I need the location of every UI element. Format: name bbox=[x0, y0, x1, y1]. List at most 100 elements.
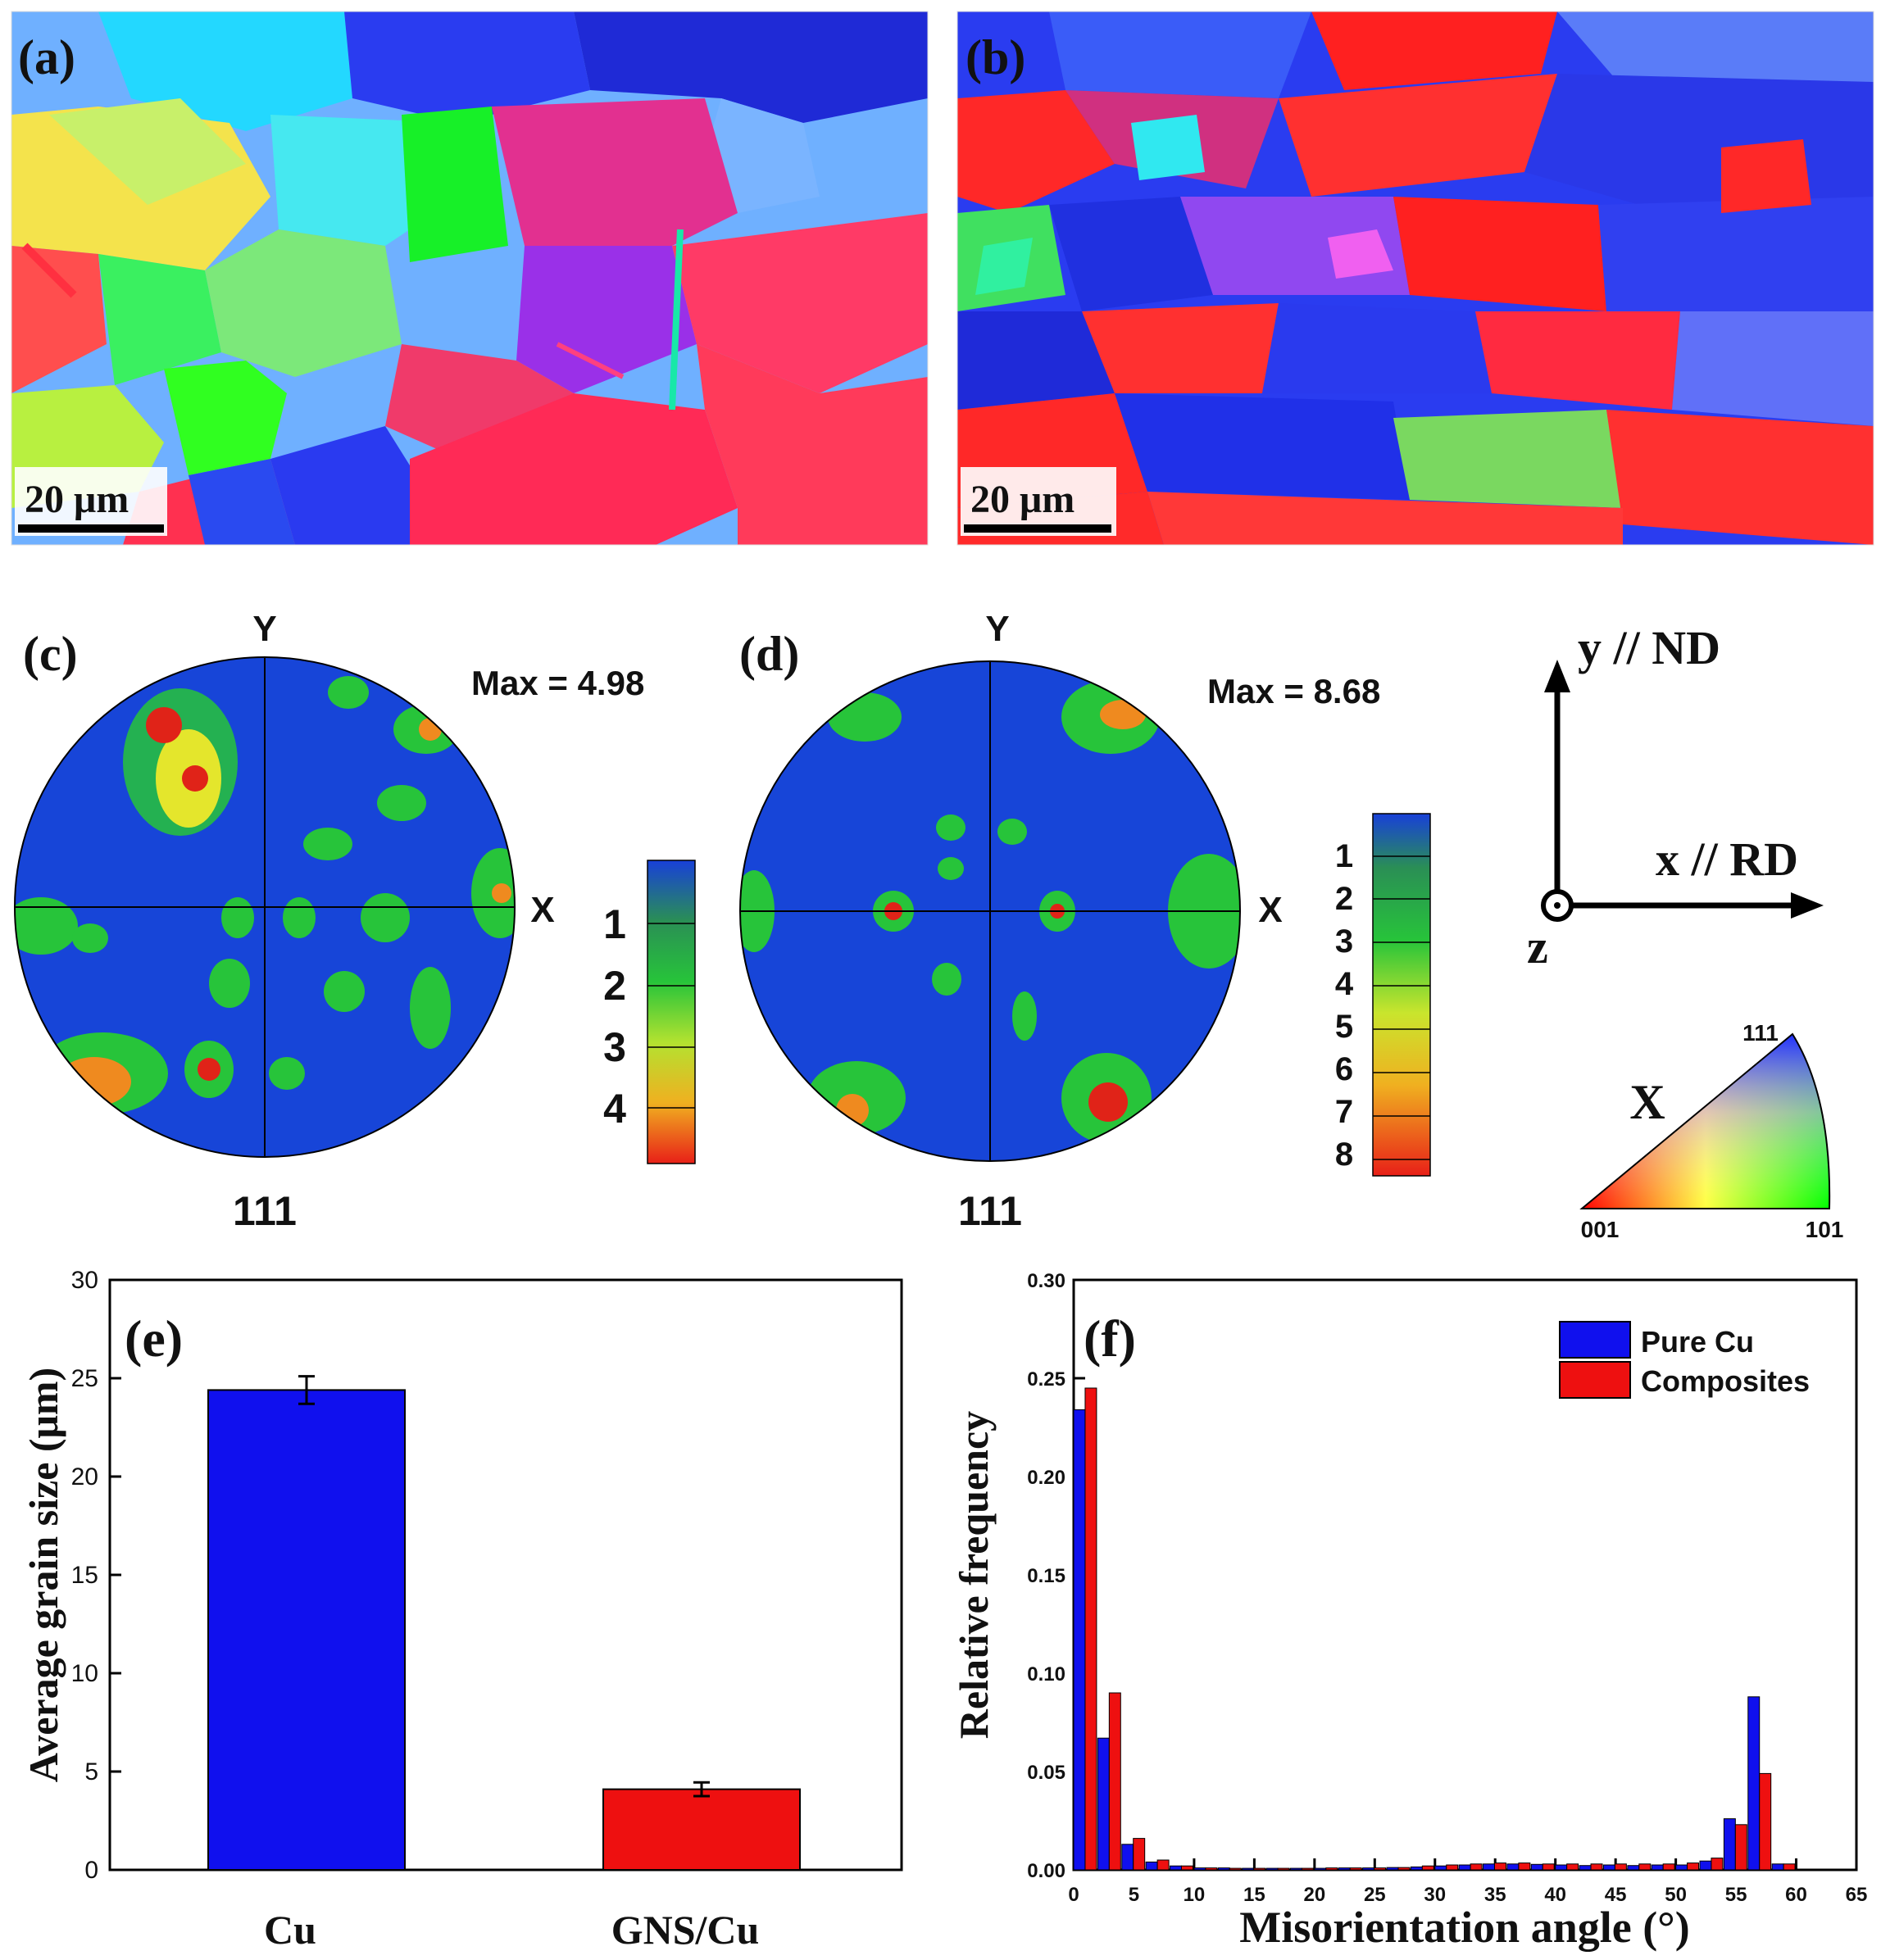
chart-f-bar bbox=[1325, 1867, 1338, 1871]
pf-c-legend-tick: 4 bbox=[603, 1086, 626, 1132]
chart-f-ytick-label: 0.25 bbox=[1027, 1368, 1065, 1391]
scale-bar-a bbox=[18, 524, 164, 533]
chart-e-ytick-label: 5 bbox=[84, 1758, 98, 1785]
chart-f-bar bbox=[1590, 1863, 1603, 1871]
chart-f-xtick-label: 30 bbox=[1424, 1884, 1446, 1906]
chart-f-ytick-label: 0.15 bbox=[1027, 1565, 1065, 1587]
chart-f-bar bbox=[1699, 1860, 1712, 1871]
ipf-corner-111: 111 bbox=[1742, 1020, 1779, 1046]
pf-d-axis-x: X bbox=[1258, 890, 1282, 930]
chart-f-bar bbox=[1687, 1862, 1700, 1871]
chart-f-bar bbox=[1301, 1867, 1314, 1871]
panel-label-b: (b) bbox=[965, 30, 1025, 84]
ipf-color-key: X 001 101 111 bbox=[1579, 1020, 1844, 1242]
chart-f-bar bbox=[1180, 1865, 1193, 1871]
chart-f-bar bbox=[1349, 1867, 1362, 1871]
chart-f-bar bbox=[1579, 1865, 1592, 1871]
pf-c-legend-tick: 2 bbox=[603, 963, 626, 1009]
chart-f-xtick-label: 5 bbox=[1129, 1884, 1139, 1906]
chart-f-bar bbox=[1362, 1867, 1375, 1871]
chart-e-category-label: GNS/Cu bbox=[611, 1907, 760, 1953]
chart-f-xtick-label: 45 bbox=[1605, 1884, 1627, 1906]
panel-label-e: (e) bbox=[125, 1309, 183, 1368]
chart-f-legend: Pure Cu Composites bbox=[1559, 1321, 1810, 1399]
chart-f-misorientation: (f) Relative frequency Misorientation an… bbox=[951, 1270, 1867, 1952]
pf-d-legend-tick: 6 bbox=[1335, 1051, 1353, 1087]
chart-f-bar bbox=[1518, 1862, 1531, 1871]
chart-f-bar bbox=[1073, 1409, 1086, 1871]
chart-f-bar bbox=[1410, 1866, 1423, 1871]
chart-f-bar bbox=[1374, 1867, 1387, 1871]
pf-c-legend-tick: 3 bbox=[603, 1024, 626, 1070]
axis-label-x-rd: x // RD bbox=[1656, 833, 1798, 886]
chart-f-bar bbox=[1627, 1865, 1640, 1871]
pf-d-max: Max = 8.68 bbox=[1207, 672, 1380, 710]
chart-f-bar bbox=[1265, 1867, 1279, 1871]
chart-e-ytick-label: 10 bbox=[71, 1660, 98, 1687]
chart-f-bar bbox=[1662, 1863, 1675, 1871]
chart-f-bar bbox=[1434, 1865, 1447, 1871]
chart-f-bar bbox=[1530, 1863, 1543, 1871]
pf-c-legend-tick: 1 bbox=[603, 901, 626, 947]
pf-c-axis-x: X bbox=[530, 890, 554, 930]
chart-f-bar bbox=[1446, 1864, 1459, 1871]
legend-swatch-composites bbox=[1559, 1361, 1631, 1399]
chart-f-ytick-label: 0.05 bbox=[1027, 1762, 1065, 1784]
chart-f-bar bbox=[1084, 1387, 1097, 1871]
chart-f-ytick-label: 0.30 bbox=[1027, 1270, 1065, 1292]
chart-f-xtick-label: 15 bbox=[1243, 1884, 1265, 1906]
chart-f-xtick-label: 55 bbox=[1725, 1884, 1747, 1906]
ebsd-map-b bbox=[957, 11, 1874, 545]
chart-f-bar bbox=[1566, 1863, 1579, 1871]
chart-f-bar bbox=[1771, 1863, 1784, 1871]
axis-label-z: z bbox=[1527, 920, 1548, 973]
chart-f-bar bbox=[1483, 1863, 1495, 1871]
chart-f-bar bbox=[1338, 1867, 1351, 1871]
chart-f-bar bbox=[1253, 1867, 1266, 1871]
chart-f-ytick-label: 0.10 bbox=[1027, 1663, 1065, 1686]
chart-f-bar bbox=[1493, 1862, 1506, 1871]
pf-d-legend-tick: 1 bbox=[1335, 838, 1353, 874]
pf-d-axis-y: Y bbox=[985, 609, 1009, 649]
chart-f-bar bbox=[1711, 1858, 1724, 1871]
pf-d-legend: 1 2 3 4 5 6 7 8 bbox=[1335, 813, 1431, 1177]
chart-f-ytick-label: 0.00 bbox=[1027, 1860, 1065, 1882]
chart-e-ytick-label: 30 bbox=[71, 1267, 98, 1294]
chart-f-bar bbox=[1421, 1865, 1434, 1871]
chart-e-ylabel: Average grain size (μm) bbox=[20, 1368, 66, 1782]
chart-f-bar bbox=[1602, 1864, 1615, 1871]
chart-f-bar bbox=[1108, 1692, 1121, 1871]
ebsd-map-a bbox=[11, 11, 928, 545]
chart-f-bar bbox=[1470, 1863, 1483, 1871]
chart-f-bar bbox=[1747, 1696, 1761, 1871]
legend-swatch-pure-cu bbox=[1559, 1321, 1631, 1359]
chart-f-bar bbox=[1229, 1867, 1242, 1871]
chart-f-bar bbox=[1314, 1867, 1327, 1871]
chart-f-bar bbox=[1145, 1861, 1158, 1871]
chart-f-xlabel: Misorientation angle (°) bbox=[1239, 1903, 1690, 1952]
panel-label-f: (f) bbox=[1084, 1309, 1136, 1368]
ipf-corner-101: 101 bbox=[1806, 1217, 1844, 1242]
chart-f-bar bbox=[1242, 1867, 1255, 1871]
axis-label-y-nd: y // ND bbox=[1578, 621, 1720, 674]
pf-d-legend-tick: 5 bbox=[1335, 1009, 1353, 1045]
chart-f-xtick-label: 0 bbox=[1068, 1884, 1079, 1906]
chart-f-bar bbox=[1759, 1772, 1772, 1871]
scale-bar-label-b: 20 μm bbox=[970, 478, 1075, 521]
pf-c-legend: 1 2 3 4 bbox=[603, 860, 696, 1164]
chart-e-average-grain-size: (e) Average grain size (μm) 0 5 10 15 20 25 30… bbox=[20, 1267, 903, 1953]
chart-f-bar bbox=[1397, 1867, 1411, 1871]
chart-f-bar bbox=[1289, 1867, 1302, 1871]
chart-f-xtick-label: 20 bbox=[1303, 1884, 1325, 1906]
chart-f-bar bbox=[1638, 1863, 1652, 1871]
chart-f-bar bbox=[1193, 1867, 1206, 1871]
chart-e-ytick-label: 15 bbox=[71, 1562, 98, 1589]
pf-c-plane: 111 bbox=[233, 1188, 297, 1234]
chart-f-xtick-label: 60 bbox=[1785, 1884, 1807, 1906]
chart-e-bar bbox=[602, 1788, 801, 1872]
chart-f-bar bbox=[1542, 1863, 1555, 1871]
chart-f-bar bbox=[1614, 1863, 1627, 1871]
ipf-direction: X bbox=[1629, 1075, 1665, 1129]
scale-bar-b bbox=[964, 524, 1111, 533]
chart-f-bar bbox=[1651, 1864, 1664, 1871]
